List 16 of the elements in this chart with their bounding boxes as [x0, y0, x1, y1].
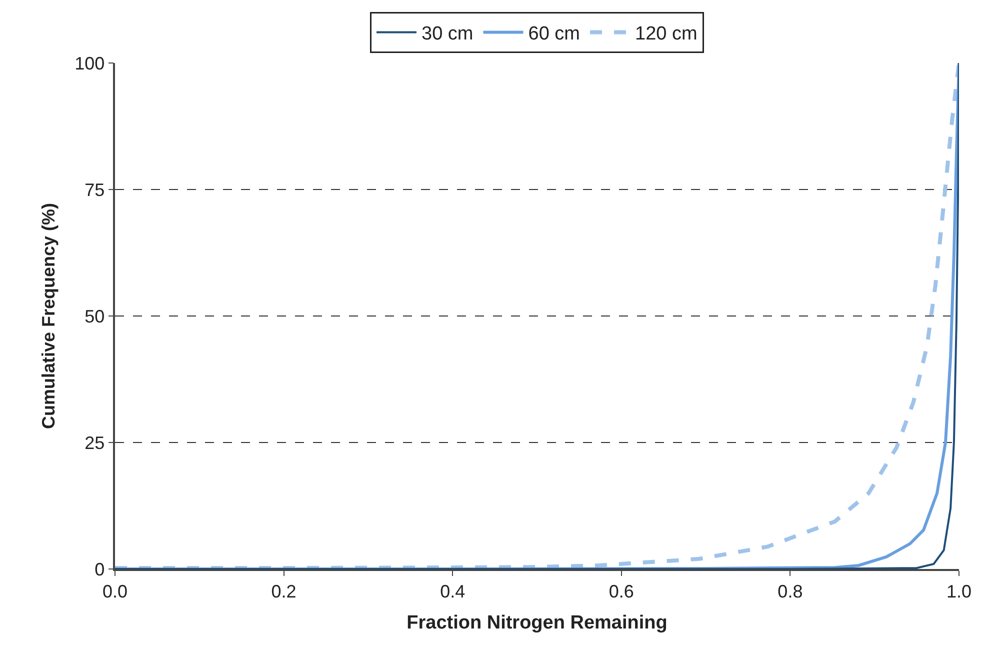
y-tick-label: 50 [84, 306, 105, 326]
x-tick-label: 0.2 [271, 581, 296, 602]
x-tick-label: 0.0 [102, 581, 128, 602]
x-tick-label: 1.0 [946, 581, 972, 602]
y-tick-label: 75 [84, 180, 105, 200]
legend-label: 120 cm [635, 24, 698, 45]
x-tick-label: 0.8 [778, 581, 803, 602]
y-tick-label: 100 [74, 53, 105, 74]
x-tick-label: 0.6 [608, 581, 634, 602]
legend-label: 30 cm [422, 24, 474, 45]
x-tick-label: 0.4 [440, 581, 466, 602]
y-axis-title: Cumulative Frequency (%) [38, 202, 58, 430]
legend-label: 60 cm [528, 24, 580, 45]
x-axis-title: Fraction Nitrogen Remaining [406, 612, 668, 634]
y-tick-label: 25 [84, 432, 105, 453]
y-tick-label: 0 [94, 559, 105, 580]
